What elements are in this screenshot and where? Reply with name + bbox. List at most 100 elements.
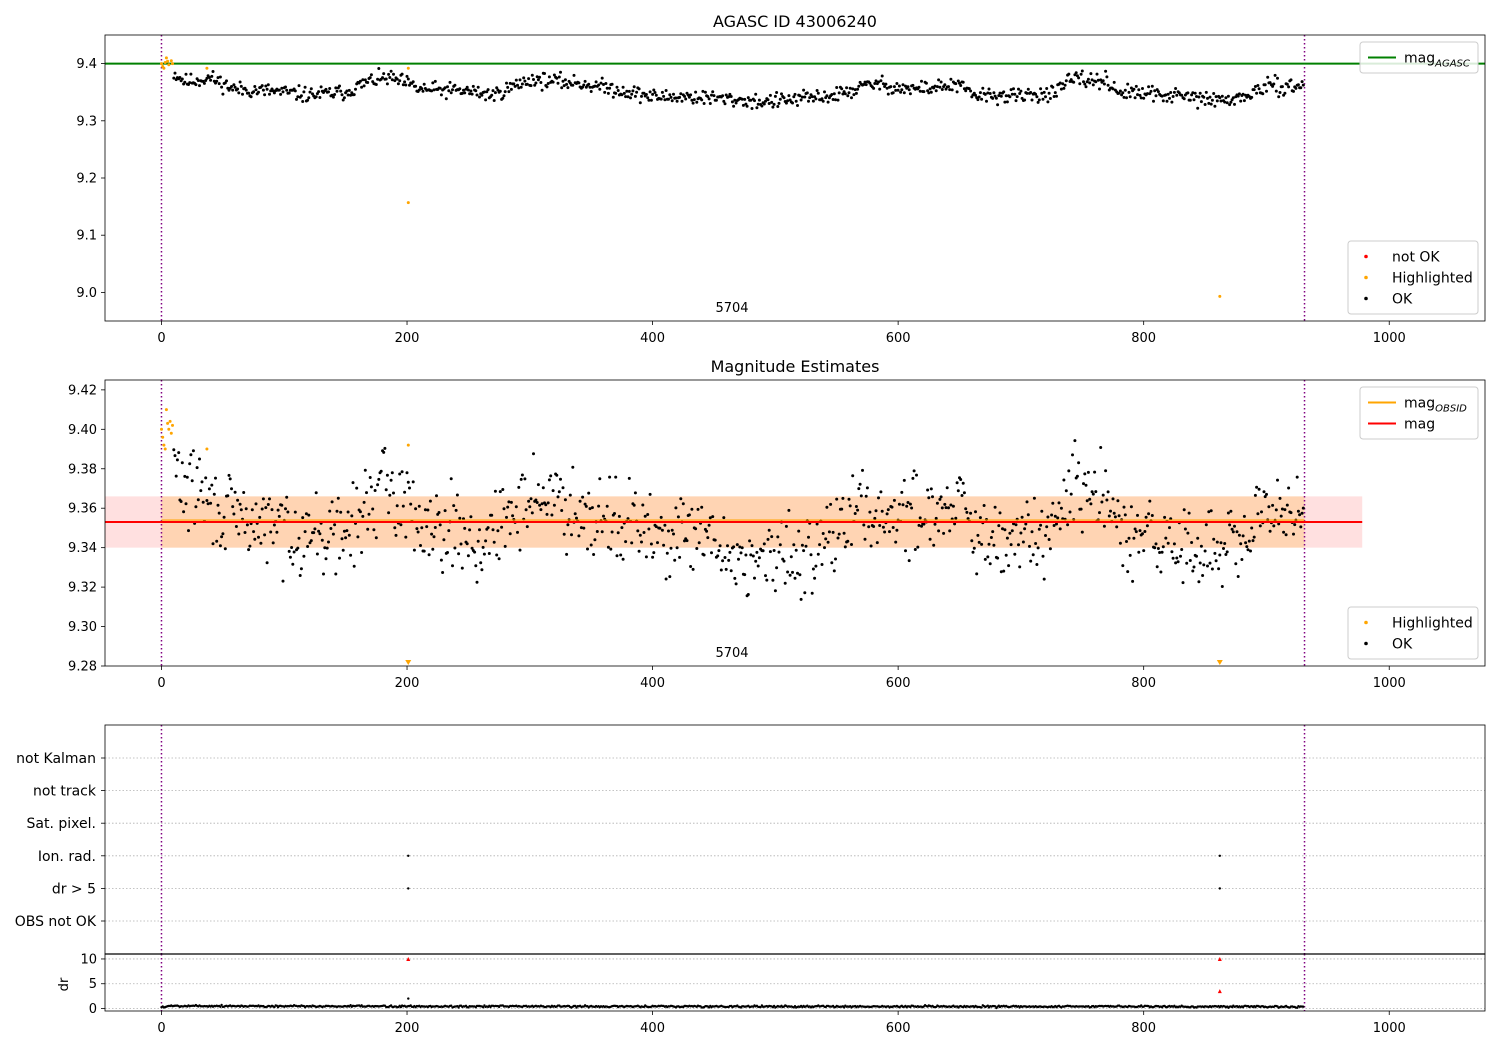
ok-point [1051, 501, 1055, 505]
ok-point [317, 90, 321, 94]
ok-point [340, 93, 344, 97]
ok-point [590, 506, 594, 510]
ok-point [991, 530, 995, 534]
ok-point [954, 82, 958, 86]
x-tick-label: 800 [1131, 331, 1156, 346]
flag-point [407, 887, 410, 890]
ok-point [236, 498, 240, 502]
ok-point [1183, 527, 1187, 531]
ok-point [879, 490, 883, 494]
ok-point [371, 507, 375, 511]
ok-point [223, 547, 227, 551]
ok-point [557, 490, 561, 494]
highlighted-point [160, 62, 163, 66]
ok-point [668, 575, 672, 579]
ok-point [1120, 93, 1124, 97]
ok-point [175, 458, 179, 462]
ok-point [1031, 553, 1035, 557]
ok-point [530, 511, 534, 515]
ok-point [345, 529, 349, 533]
ok-point [1053, 91, 1057, 95]
ok-point [346, 93, 350, 97]
legend-point-swatch [1364, 275, 1368, 280]
ok-point [297, 84, 301, 88]
ok-point [983, 557, 987, 561]
ok-point [520, 473, 524, 477]
ok-point [1255, 91, 1259, 95]
y-tick-label: 9.34 [68, 541, 97, 556]
ok-point [824, 537, 828, 541]
ok-point [835, 86, 839, 89]
ok-point [257, 535, 260, 539]
ok-point [1036, 100, 1040, 104]
ok-point [1258, 524, 1262, 528]
ok-point [1168, 96, 1171, 100]
ok-point [961, 80, 965, 84]
ok-point [1267, 505, 1271, 509]
ok-point [689, 93, 693, 97]
legend-point-swatch [1364, 641, 1368, 646]
ok-point [1228, 523, 1232, 527]
ok-point [800, 543, 804, 547]
ok-point [247, 548, 251, 552]
ok-point [552, 73, 556, 77]
ok-point [221, 92, 225, 96]
ok-point [473, 550, 477, 554]
ok-point [322, 572, 325, 576]
ok-point [236, 87, 240, 91]
ok-point [989, 536, 993, 539]
ok-point [393, 526, 397, 530]
ok-point [382, 450, 386, 454]
ok-point [789, 555, 793, 559]
ok-point [529, 497, 533, 501]
ok-point [216, 503, 220, 507]
x-tick-label: 0 [157, 331, 165, 346]
ok-point [577, 81, 581, 85]
ok-point [852, 93, 856, 97]
highlighted-point [205, 66, 209, 70]
ok-point [1236, 94, 1240, 98]
ok-point [482, 552, 486, 556]
ok-point [674, 506, 678, 510]
ok-point [1112, 80, 1116, 84]
ok-point [958, 81, 961, 85]
ok-point [868, 510, 872, 514]
ok-point [633, 491, 637, 495]
ok-point [643, 514, 647, 518]
ok-point [313, 527, 317, 531]
ok-point [527, 499, 531, 503]
ok-point [1105, 498, 1109, 502]
ok-point [1231, 96, 1235, 100]
ok-point [633, 94, 637, 98]
ok-point [230, 85, 233, 88]
ok-point [1164, 536, 1168, 540]
ok-point [501, 96, 505, 100]
ok-point [1148, 499, 1152, 503]
ok-point [454, 508, 458, 512]
ok-point [681, 502, 685, 506]
ok-point [660, 528, 664, 532]
ok-point [761, 549, 765, 553]
ok-point [1233, 102, 1236, 106]
ok-point [1231, 530, 1235, 534]
ok-point [1008, 531, 1012, 535]
legend-label: OK [1392, 292, 1413, 308]
ok-point [932, 543, 936, 547]
ok-point [275, 530, 279, 534]
ok-point [1179, 554, 1182, 558]
ok-point [354, 87, 357, 91]
ok-point [172, 76, 176, 80]
ok-point [856, 87, 860, 91]
ok-point [1085, 499, 1089, 503]
ok-point [672, 532, 675, 536]
ok-point [652, 88, 656, 92]
ok-point [446, 551, 449, 554]
ok-point [771, 105, 775, 109]
ok-point [987, 542, 991, 546]
ok-point [587, 82, 591, 86]
ok-point [1128, 95, 1132, 99]
ok-point [1298, 513, 1302, 517]
category-label: not track [33, 784, 97, 800]
